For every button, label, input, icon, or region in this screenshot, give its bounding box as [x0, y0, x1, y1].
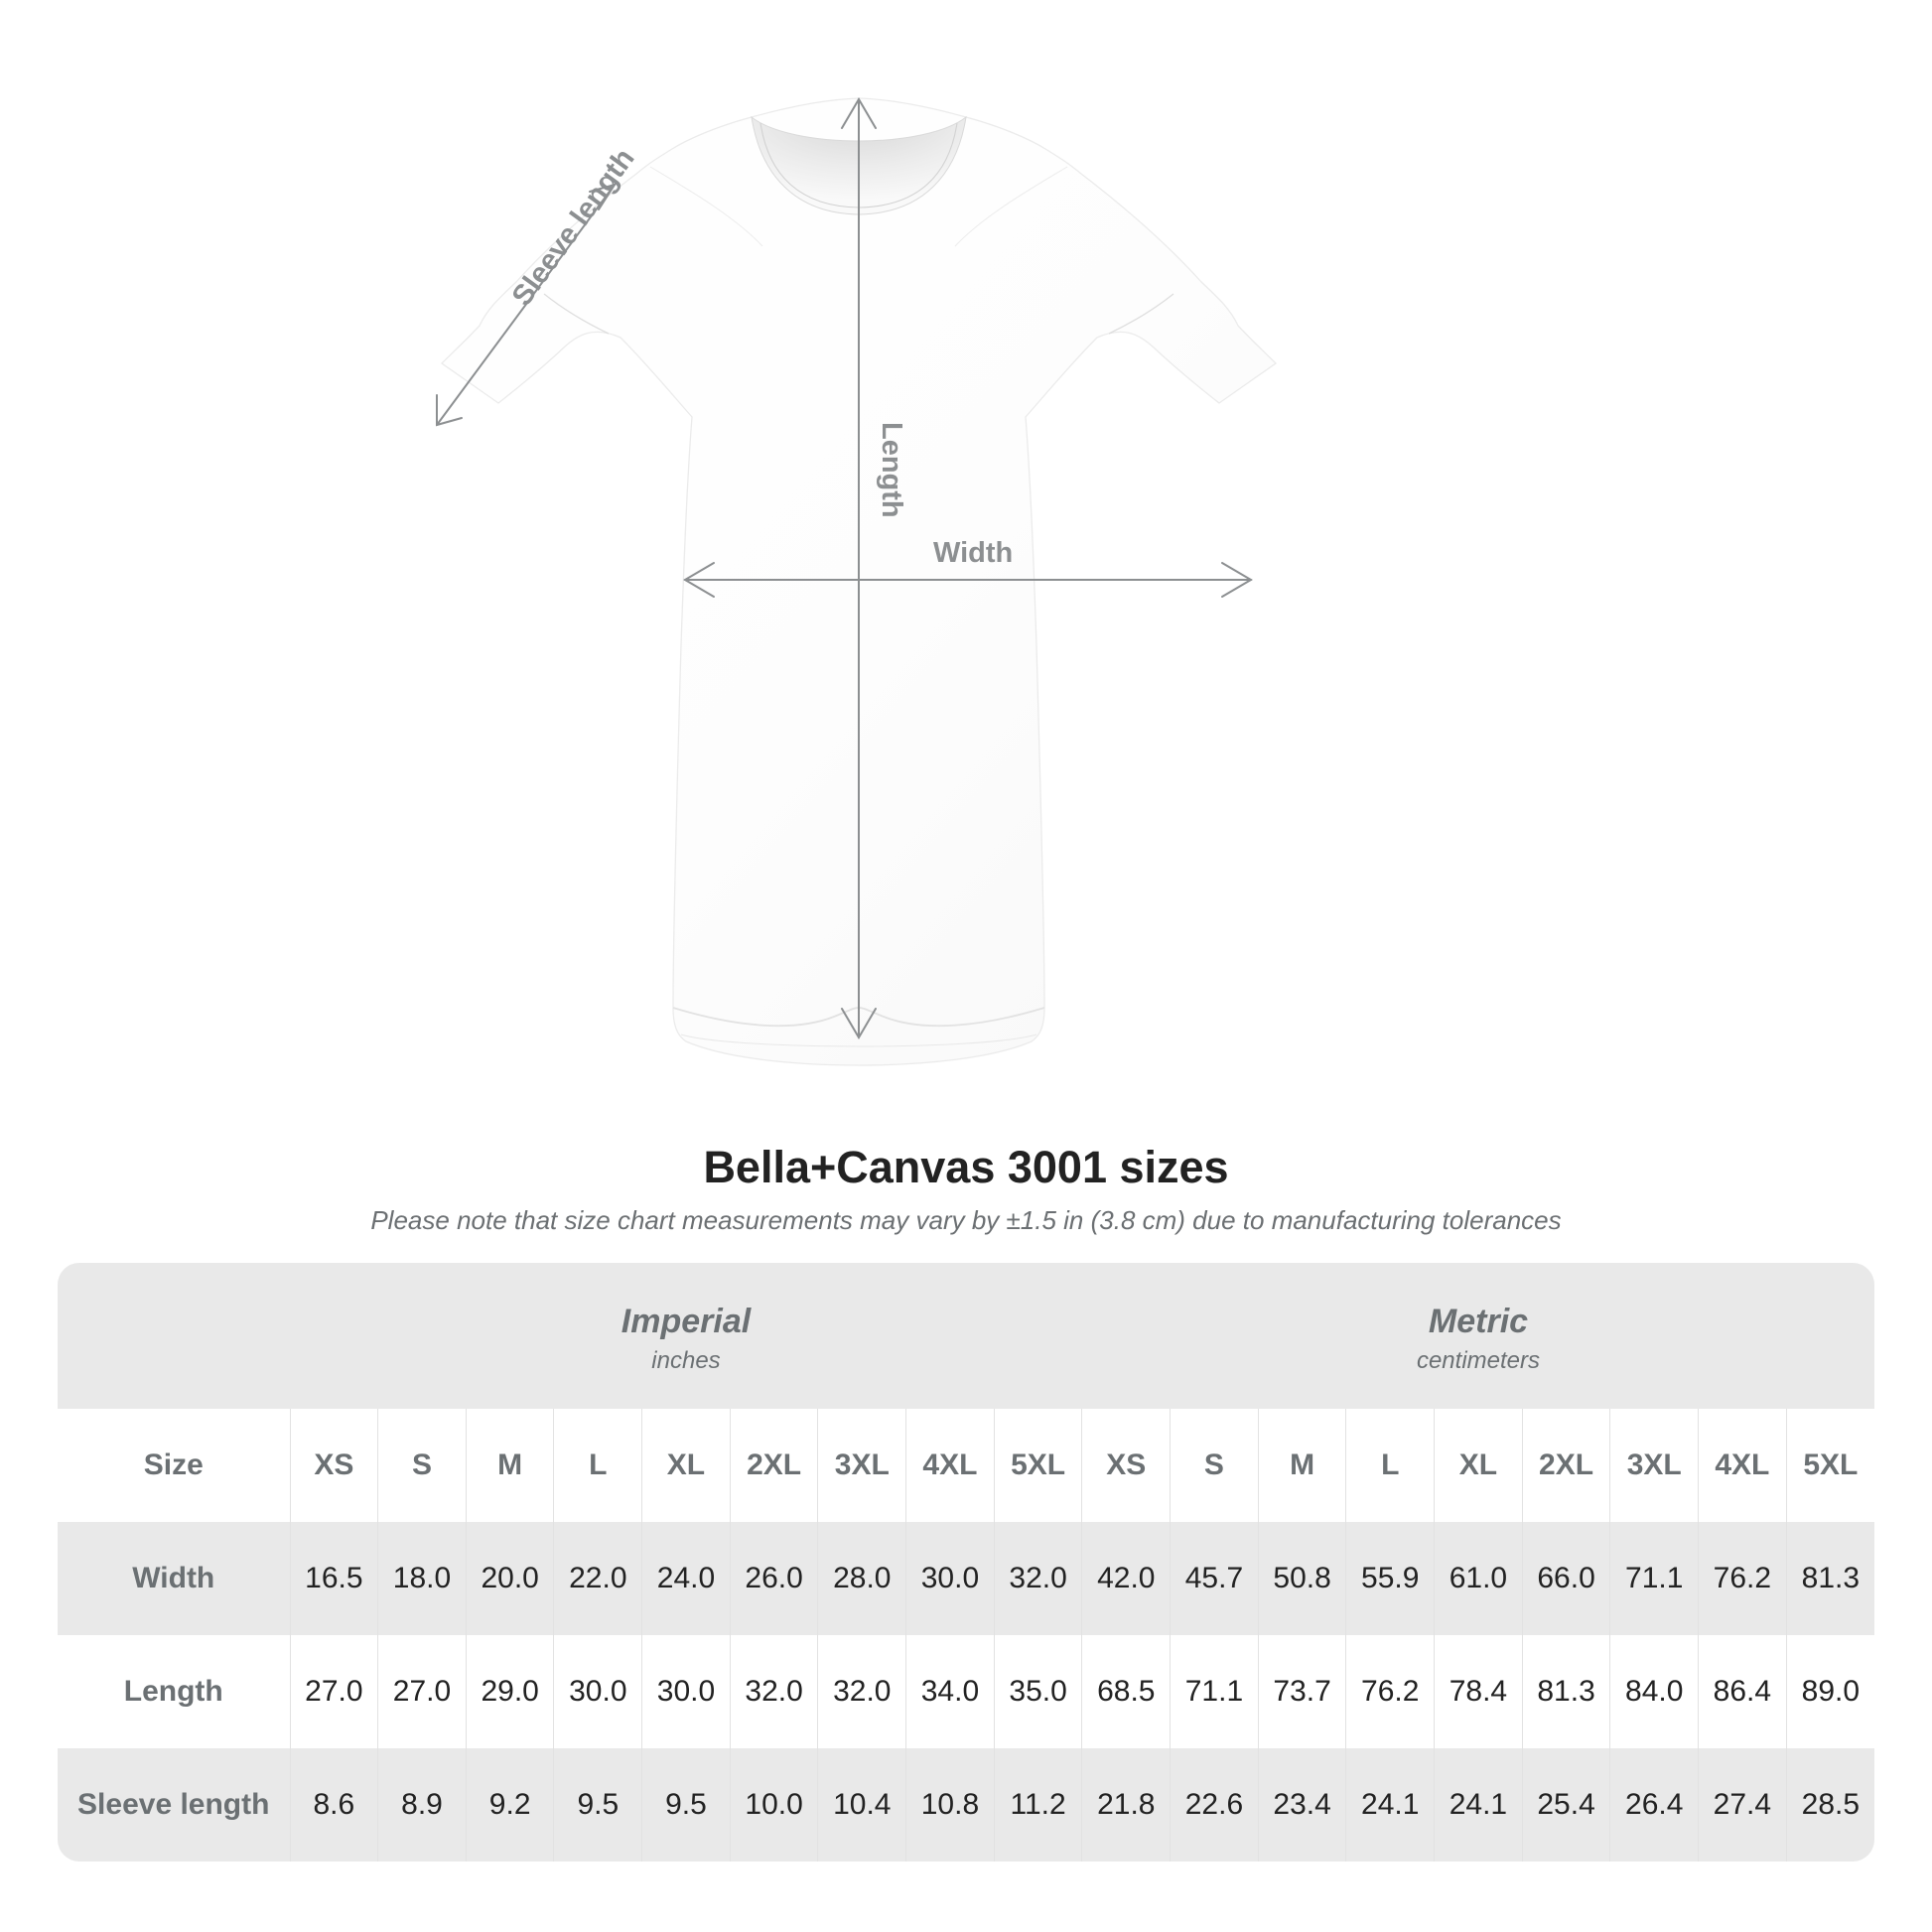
svg-text:Length: Length: [876, 422, 907, 518]
svg-text:Width: Width: [933, 537, 1013, 569]
